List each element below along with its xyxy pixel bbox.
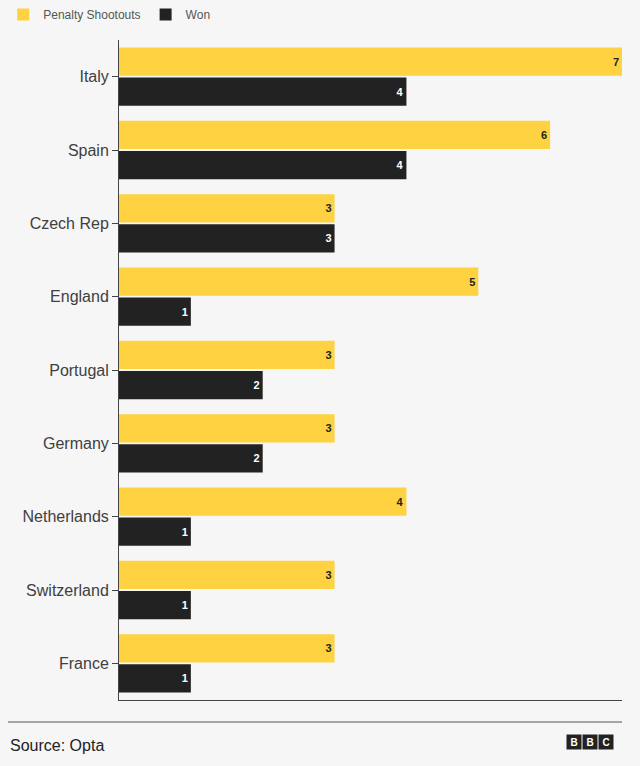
svg-text:B: B xyxy=(586,737,593,748)
svg-text:Penalty Shootouts: Penalty Shootouts xyxy=(43,8,140,22)
svg-text:Won: Won xyxy=(186,8,210,22)
svg-text:4: 4 xyxy=(396,496,403,508)
svg-text:Portugal: Portugal xyxy=(49,362,109,379)
svg-text:Czech Rep: Czech Rep xyxy=(30,215,109,232)
svg-text:3: 3 xyxy=(325,202,331,214)
svg-text:C: C xyxy=(602,737,609,748)
svg-text:4: 4 xyxy=(396,159,403,171)
svg-text:3: 3 xyxy=(325,349,331,361)
svg-text:Source: Opta: Source: Opta xyxy=(10,737,104,754)
svg-text:Germany: Germany xyxy=(43,435,109,452)
svg-text:1: 1 xyxy=(182,599,188,611)
svg-text:Italy: Italy xyxy=(79,68,108,85)
svg-text:5: 5 xyxy=(469,276,475,288)
svg-text:2: 2 xyxy=(254,379,260,391)
svg-text:3: 3 xyxy=(325,569,331,581)
svg-text:Spain: Spain xyxy=(68,142,109,159)
svg-text:3: 3 xyxy=(325,232,331,244)
svg-text:England: England xyxy=(50,288,109,305)
svg-text:1: 1 xyxy=(182,306,188,318)
svg-text:6: 6 xyxy=(541,129,547,141)
svg-text:1: 1 xyxy=(182,672,188,684)
svg-text:3: 3 xyxy=(325,642,331,654)
svg-text:B: B xyxy=(570,737,577,748)
svg-text:Switzerland: Switzerland xyxy=(26,582,109,599)
svg-text:France: France xyxy=(59,655,109,672)
svg-text:Netherlands: Netherlands xyxy=(23,508,109,525)
svg-text:2: 2 xyxy=(254,452,260,464)
svg-text:4: 4 xyxy=(396,86,403,98)
svg-text:7: 7 xyxy=(613,56,619,68)
svg-text:3: 3 xyxy=(325,422,331,434)
svg-text:1: 1 xyxy=(182,526,188,538)
